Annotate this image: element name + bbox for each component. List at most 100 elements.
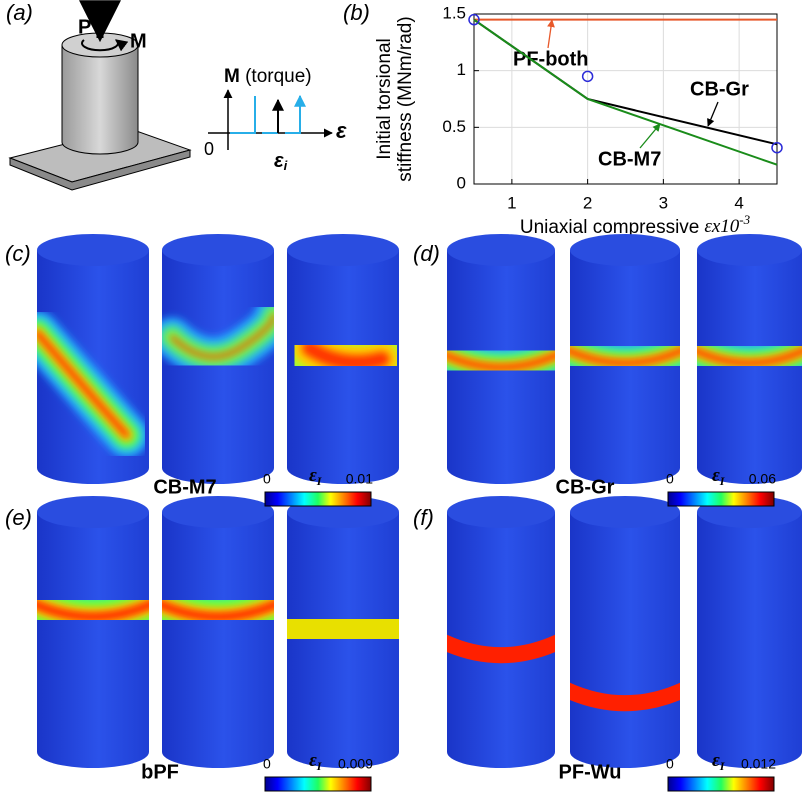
strain-symbol: ε — [336, 118, 347, 143]
strain-band — [447, 633, 555, 664]
cylinder — [162, 496, 274, 768]
colorbar — [264, 776, 372, 792]
strain-band — [697, 346, 802, 366]
x-axis-label: Uniaxial compressive εx10-3 — [520, 212, 751, 238]
panel-label: (b) — [343, 0, 370, 25]
colorbar-max: 0.01 — [346, 471, 373, 487]
subscript: I — [719, 474, 726, 488]
marker — [468, 13, 480, 26]
cylinder — [162, 234, 274, 484]
cylinder-top — [447, 234, 555, 266]
label-arrow — [547, 19, 555, 49]
series-label: CB-M7 — [598, 148, 661, 170]
panel-name: CB-Gr — [556, 476, 615, 498]
subscript: I — [719, 759, 726, 773]
exponent: -3 — [739, 212, 750, 227]
colorbar-symbol: εI — [309, 465, 323, 487]
plot-area — [474, 14, 777, 184]
load-path — [230, 98, 301, 134]
panel-label: (c) — [5, 241, 31, 266]
symbol: ε — [712, 750, 720, 771]
panel-label: (d) — [413, 241, 440, 266]
colorbar-symbol: εI — [309, 750, 323, 772]
cylinder — [447, 496, 555, 768]
series-label: PF-both — [513, 48, 589, 70]
x-tick-label: 4 — [734, 193, 743, 212]
cylinder-top — [37, 234, 149, 266]
cylinder-top — [570, 496, 680, 528]
cylinder-top — [570, 234, 680, 266]
strain-band — [170, 313, 274, 359]
strain-field — [287, 293, 399, 418]
cylinder-top — [447, 496, 555, 528]
cylinder-top — [287, 234, 399, 266]
strain-band — [447, 350, 555, 371]
strain-field — [162, 295, 274, 377]
strain-field — [570, 681, 680, 712]
cylinder-top — [162, 496, 274, 528]
cylinder-top — [697, 234, 802, 266]
symbol: M — [224, 66, 240, 87]
symbol: ε — [309, 465, 317, 486]
y-tick-label: 1 — [457, 60, 466, 79]
symbol: ε — [274, 150, 284, 172]
x-tick-label: 1 — [507, 193, 516, 212]
colorbar — [667, 491, 775, 507]
cylinder-top — [162, 234, 274, 266]
strain-field — [37, 567, 149, 652]
colorbar-max: 0.06 — [749, 471, 776, 487]
colorbar-min: 0 — [666, 756, 674, 772]
y-tick-label: 0 — [457, 173, 466, 192]
strain-band — [570, 346, 680, 366]
strain-field — [697, 327, 802, 385]
cylinder — [37, 496, 149, 768]
label-arrow — [707, 101, 719, 127]
panel-name: PF-Wu — [559, 761, 622, 783]
panel-label: (a) — [6, 0, 33, 25]
cylinder-body — [697, 512, 802, 768]
force-label: P — [78, 16, 91, 38]
strain-field — [570, 327, 680, 385]
strain-field — [287, 522, 399, 736]
colorbar-min: 0 — [263, 756, 271, 772]
cylinder — [447, 234, 555, 484]
colorbar-max: 0.012 — [741, 756, 776, 772]
cylinder — [697, 234, 802, 484]
cylinders — [37, 234, 802, 768]
cylinder-body — [447, 512, 555, 768]
origin: 0 — [204, 139, 214, 159]
cylinder — [37, 234, 149, 484]
series-label: CB-Gr — [690, 78, 749, 100]
plot-frame — [473, 13, 778, 185]
label-arrow — [639, 123, 661, 149]
cylinder — [287, 496, 399, 768]
strain-band — [570, 681, 680, 712]
cylinder — [287, 234, 399, 484]
subscript: I — [316, 759, 323, 773]
strain-field — [447, 331, 555, 390]
y-axis-label: Initial torsional — [374, 38, 395, 159]
subscript: i — [284, 158, 288, 173]
scale: x10 — [711, 216, 740, 237]
strain-band — [162, 598, 274, 622]
plot-ylabel: M (torque) — [224, 66, 312, 87]
panel-name: bPF — [141, 761, 179, 783]
strain-field — [162, 567, 274, 652]
strain-field — [447, 633, 555, 664]
colorbar — [667, 776, 775, 792]
cylinder — [697, 496, 802, 768]
stiffness-chart: 0 0.5 1 1.5 1 2 3 4 Initial torsional stiffness (… — [374, 3, 783, 238]
cylinder — [570, 496, 680, 768]
strain-i: εi — [274, 150, 288, 173]
marker — [581, 70, 594, 83]
cylinder — [570, 234, 680, 484]
y-tick-label: 1.5 — [442, 3, 466, 22]
cylinder-top — [37, 496, 149, 528]
colorbar-max: 0.009 — [338, 756, 373, 772]
moment-label: M — [130, 30, 147, 52]
panel-label: (e) — [5, 505, 32, 530]
y-axis-label: stiffness (MNm/rad) — [395, 16, 416, 181]
y-tick-label: 0.5 — [442, 117, 466, 136]
symbol: ε — [704, 216, 712, 237]
colorbar — [264, 491, 372, 507]
